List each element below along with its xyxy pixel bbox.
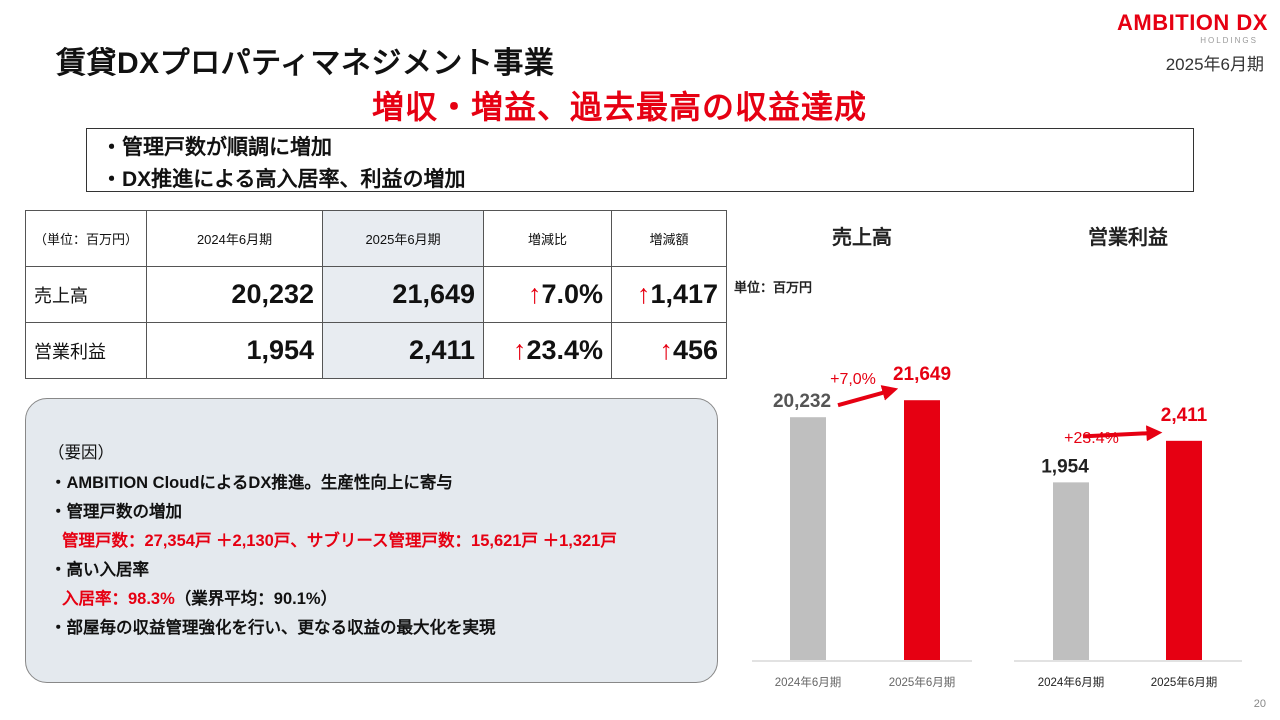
cell-ratio: ↑7.0% xyxy=(483,266,613,323)
factor-detail: 管理戸数：27,354戸 ＋2,130戸、サブリース管理戸数：15,621戸 ＋… xyxy=(62,532,617,550)
bar xyxy=(790,417,826,660)
data-label: 2,411 xyxy=(1161,405,1208,426)
table-header-row: （単位：百万円） 2024年6月期 2025年6月期 増減比 増減額 xyxy=(24,210,728,267)
headline: 増収・増益、過去最高の収益達成 xyxy=(372,89,868,125)
growth-arrow-icon xyxy=(1082,425,1163,442)
table-header-unit: （単位：百万円） xyxy=(24,210,148,267)
occupancy-rate: 入居率：98.3% xyxy=(62,590,175,608)
table-header-diff: 増減額 xyxy=(611,210,728,267)
charts-area: 売上高単位：百万円 2024年6月期 20,232 2025年6月期 21,649 +7,… xyxy=(732,210,1272,710)
results-table: （単位：百万円） 2024年6月期 2025年6月期 増減比 増減額 売上高 2… xyxy=(24,210,728,379)
x-tick-label: 2024年6月期 xyxy=(1038,675,1104,689)
data-label: 1,954 xyxy=(1041,456,1089,477)
ratio-value: 23.4% xyxy=(526,335,604,365)
up-arrow-icon: ↑ xyxy=(659,335,673,365)
chart-title: 営業利益 xyxy=(1088,225,1168,249)
data-label: 20,232 xyxy=(773,391,831,412)
cell-prev: 20,232 xyxy=(146,266,324,323)
industry-average: （業界平均：90.1%） xyxy=(174,590,338,608)
key-point: ・管理戸数が順調に増加 xyxy=(101,136,332,159)
factor-item: ・高い入居率 xyxy=(50,561,149,579)
x-tick-label: 2025年6月期 xyxy=(889,675,955,689)
logo-wordmark: AMBITION DX xyxy=(1117,10,1268,35)
up-arrow-icon: ↑ xyxy=(527,279,542,309)
factors-heading: （要因） xyxy=(48,444,114,462)
cell-diff: ↑456 xyxy=(611,322,728,379)
table-header-curr: 2025年6月期 xyxy=(322,210,485,267)
page-title: 賃貸DXプロパティマネジメント事業 xyxy=(56,47,555,80)
row-label: 売上高 xyxy=(24,266,148,323)
change-label: +23.4% xyxy=(1064,430,1119,447)
bar xyxy=(904,400,940,660)
cell-ratio: ↑23.4% xyxy=(483,322,613,379)
key-point: ・DX推進による高入居率、利益の増加 xyxy=(101,168,466,191)
data-label: 21,649 xyxy=(893,364,951,385)
factor-item: ・部屋毎の収益管理強化を行い、更なる収益の最大化を実現 xyxy=(50,619,496,637)
up-arrow-icon: ↑ xyxy=(636,279,651,309)
x-tick-label: 2025年6月期 xyxy=(1151,675,1217,689)
table-row: 営業利益 1,954 2,411 ↑23.4% ↑456 xyxy=(24,322,728,379)
bar xyxy=(1166,440,1202,660)
factor-item: ・管理戸数の増加 xyxy=(50,503,182,521)
change-label: +7,0% xyxy=(830,371,876,388)
company-logo: AMBITION DX HOLDINGS xyxy=(1098,10,1268,45)
diff-value: 1,417 xyxy=(650,279,719,309)
growth-arrow-icon xyxy=(837,385,899,408)
table-header-prev: 2024年6月期 xyxy=(146,210,324,267)
factor-detail: 入居率：98.3%（業界平均：90.1%） xyxy=(62,585,337,609)
page-number: 20 xyxy=(1253,698,1266,710)
cell-curr: 21,649 xyxy=(322,266,485,323)
row-label: 営業利益 xyxy=(24,322,148,379)
x-tick-label: 2024年6月期 xyxy=(775,675,841,689)
chart-title: 売上高 xyxy=(832,225,892,249)
factors-panel: （要因） ・AMBITION CloudによるDX推進。生産性向上に寄与 ・管理… xyxy=(25,398,718,683)
table-row: 売上高 20,232 21,649 ↑7.0% ↑1,417 xyxy=(24,266,728,323)
cell-prev: 1,954 xyxy=(146,322,324,379)
diff-value: 456 xyxy=(672,335,719,365)
cell-diff: ↑1,417 xyxy=(611,266,728,323)
up-arrow-icon: ↑ xyxy=(512,335,527,365)
chart-unit-label: 単位：百万円 xyxy=(734,280,812,295)
fiscal-period: 2025年6月期 xyxy=(1165,55,1264,74)
factor-item: ・AMBITION CloudによるDX推進。生産性向上に寄与 xyxy=(50,474,453,492)
cell-curr: 2,411 xyxy=(322,322,485,379)
ratio-value: 7.0% xyxy=(541,279,604,309)
key-points-box: ・管理戸数が順調に増加 ・DX推進による高入居率、利益の増加 xyxy=(86,128,1194,192)
table-header-ratio: 増減比 xyxy=(483,210,613,267)
logo-subtitle: HOLDINGS xyxy=(1200,36,1258,45)
bar xyxy=(1053,482,1089,660)
